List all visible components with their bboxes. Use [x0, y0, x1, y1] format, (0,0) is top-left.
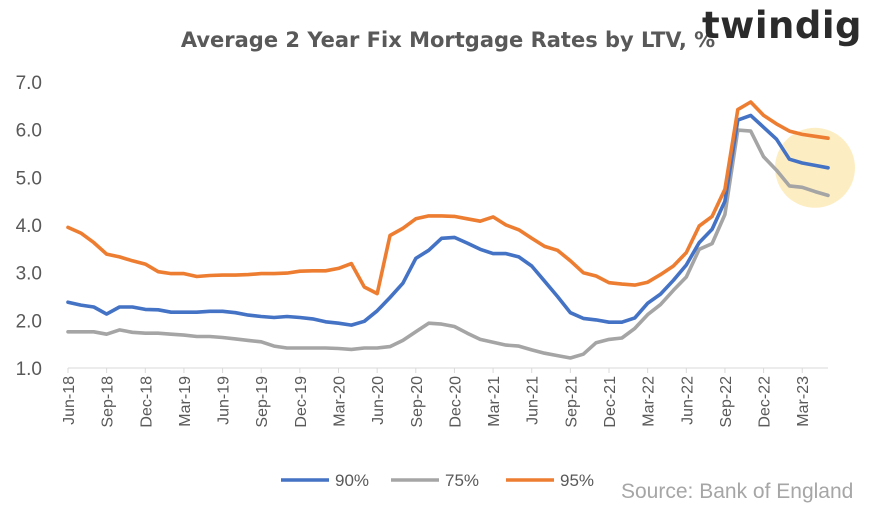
x-tick-label: Dec-19	[293, 376, 310, 428]
x-tick-label: Jun-19	[216, 376, 233, 425]
x-tick-label: Jun-18	[61, 376, 78, 425]
legend-label: 75%	[445, 471, 479, 490]
x-tick-label: Dec-18	[138, 376, 155, 428]
x-tick-label: Mar-22	[641, 376, 658, 427]
y-tick-label: 4.0	[16, 216, 42, 237]
series-line-75	[66, 128, 830, 360]
x-tick-label: Sep-20	[409, 376, 426, 428]
x-tick-label: Dec-20	[447, 376, 464, 428]
x-tick-label: Mar-20	[332, 376, 349, 427]
series-line-95	[66, 100, 830, 296]
y-tick-label: 7.0	[16, 73, 42, 94]
x-tick-label: Jun-20	[370, 376, 387, 425]
x-tick-label: Sep-22	[718, 376, 735, 428]
highlight-circle	[775, 127, 855, 208]
x-tick-label: Sep-18	[100, 376, 117, 428]
x-tick-label: Dec-21	[602, 376, 619, 428]
x-tick-label: Dec-22	[757, 376, 774, 428]
y-tick-label: 3.0	[16, 264, 42, 285]
y-tick-label: 5.0	[16, 168, 42, 189]
y-tick-label: 6.0	[16, 121, 42, 142]
x-tick-label: Sep-19	[254, 376, 271, 428]
legend-label: 90%	[335, 471, 369, 490]
x-tick-label: Mar-23	[795, 376, 812, 427]
x-tick-label: Mar-21	[486, 376, 503, 427]
legend-label: 95%	[560, 471, 594, 490]
y-tick-label: 2.0	[16, 311, 42, 332]
series-line-90	[66, 113, 830, 327]
y-tick-label: 1.0	[16, 359, 42, 380]
x-tick-label: Mar-19	[177, 376, 194, 427]
chart-title: Average 2 Year Fix Mortgage Rates by LTV…	[180, 28, 716, 52]
x-tick-label: Jun-21	[525, 376, 542, 425]
x-tick-label: Sep-21	[563, 376, 580, 428]
x-tick-label: Jun-22	[679, 376, 696, 425]
brand-logo: twindig	[701, 4, 862, 47]
source-note: Source: Bank of England	[621, 480, 854, 503]
